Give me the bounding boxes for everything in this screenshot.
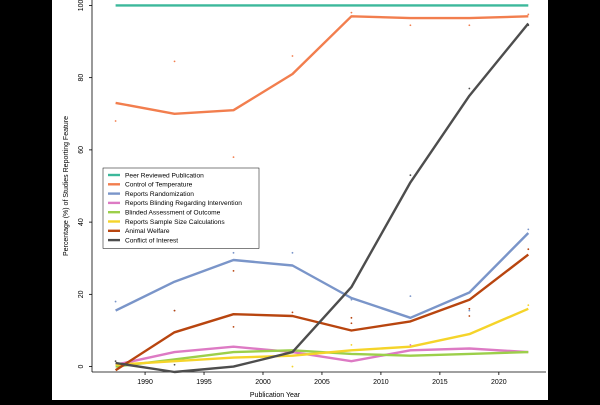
data-point <box>114 360 117 363</box>
data-point <box>232 325 235 328</box>
data-point <box>350 11 353 14</box>
data-point <box>232 251 235 254</box>
series-line-reports-blinding-regarding-intervention <box>115 345 529 366</box>
data-point <box>232 156 235 159</box>
data-point <box>114 120 117 122</box>
x-tick-label: 2000 <box>255 379 271 386</box>
x-tick-label: 2005 <box>314 379 330 386</box>
legend-label: Reports Blinding Regarding Intervention <box>125 200 242 207</box>
series-line-reports-sample-size-calculations <box>115 307 529 366</box>
y-tick-label: 80 <box>78 74 85 82</box>
chart-frame: 1990 1995 2000 2005 2010 2015 2020 0 20 40 60 80 100… <box>52 0 548 400</box>
y-tick-label: 100 <box>78 0 85 11</box>
series-line-control-of-temperature <box>115 15 529 115</box>
data-point <box>350 344 353 346</box>
data-point <box>409 24 412 27</box>
data-point <box>350 322 353 325</box>
data-point <box>173 363 176 366</box>
legend-label: Blinded Assessment of Outcome <box>125 210 221 217</box>
x-axis-label: Publication Year <box>250 392 301 399</box>
y-tick-label: 0 <box>78 365 85 369</box>
data-point <box>468 307 471 310</box>
data-point <box>468 24 471 27</box>
y-tick-label: 20 <box>78 290 85 298</box>
data-point <box>291 55 294 57</box>
data-point <box>468 315 471 317</box>
data-point <box>409 174 412 177</box>
data-point <box>527 13 530 16</box>
x-tick-label: 2010 <box>373 379 389 386</box>
data-point <box>409 295 412 298</box>
line-chart: 1990 1995 2000 2005 2010 2015 2020 0 20 40 60 80 100… <box>63 0 546 399</box>
data-point <box>527 304 530 307</box>
series-line-conflict-of-interest <box>115 22 530 374</box>
y-axis-label: Percentage (%) of Studies Reporting Feat… <box>63 116 70 256</box>
legend-label: Reports Sample Size Calculations <box>125 219 225 226</box>
legend-label: Conflict of Interest <box>125 237 178 244</box>
data-point <box>527 24 530 27</box>
data-point <box>350 298 353 301</box>
data-point <box>409 344 412 346</box>
y-tick-label: 60 <box>78 146 85 154</box>
series-line-animal-welfare <box>114 253 530 372</box>
legend-label: Animal Welfare <box>125 228 170 235</box>
data-point <box>114 300 117 303</box>
x-tick-label: 2020 <box>491 379 507 386</box>
data-point <box>173 309 176 312</box>
x-tick-label: 1995 <box>196 379 212 386</box>
x-tick-label: 1990 <box>137 379 153 386</box>
data-point <box>291 251 294 254</box>
data-point <box>468 309 471 312</box>
data-point <box>468 87 471 90</box>
legend-label: Reports Randomization <box>125 191 194 198</box>
data-point <box>291 365 294 368</box>
legend-label: Control of Temperature <box>125 182 193 189</box>
data-point <box>527 248 530 251</box>
y-tick-label: 40 <box>78 218 85 226</box>
legend-label: Peer Reviewed Publication <box>125 172 204 179</box>
x-tick-label: 2015 <box>432 379 448 386</box>
legend-box <box>102 167 260 249</box>
data-point <box>291 311 294 314</box>
data-point <box>232 269 235 272</box>
data-point <box>527 228 530 231</box>
data-point <box>173 60 176 63</box>
series-line-reports-randomization <box>115 232 530 319</box>
data-point <box>350 316 353 319</box>
